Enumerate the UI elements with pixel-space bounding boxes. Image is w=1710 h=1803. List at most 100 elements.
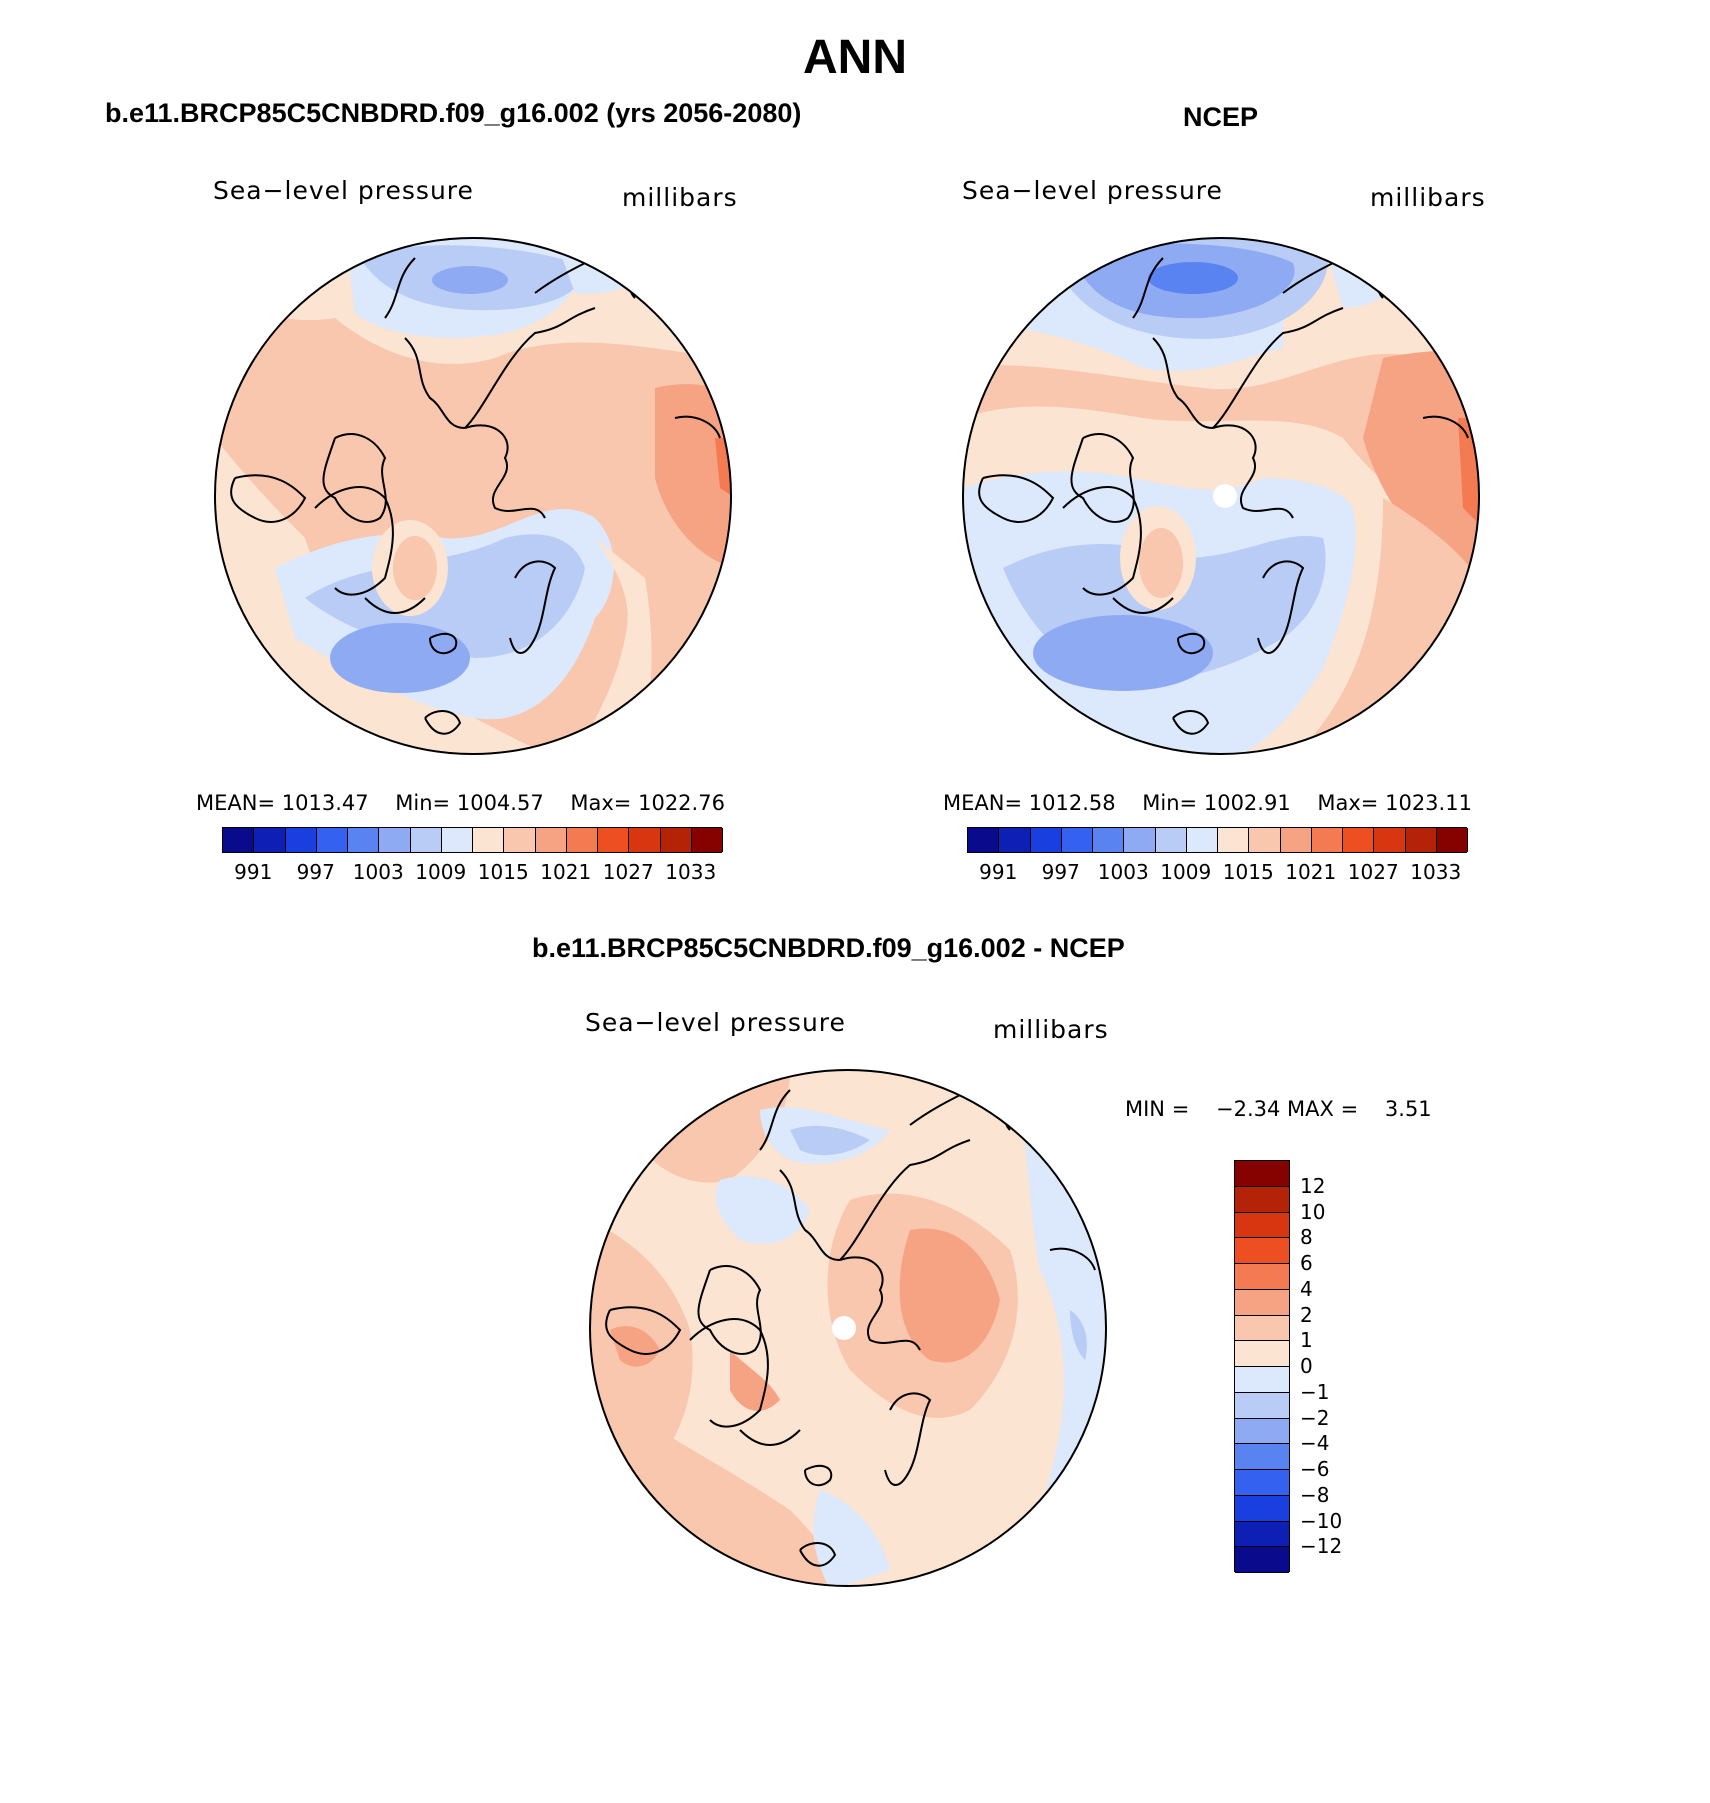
model-colorbar [222, 827, 723, 853]
obs-panel-title: NCEP [1183, 102, 1259, 132]
model-min-label: Min= [395, 791, 451, 815]
diff-stats: MIN = −2.34 MAX = 3.51 [1125, 1097, 1432, 1121]
diff-variable-label: Sea−level pressure [585, 1008, 846, 1037]
diff-colorbar-tick-label: 10 [1300, 1199, 1326, 1224]
model-colorbar-segment [285, 828, 317, 852]
diff-colorbar-segment [1235, 1341, 1289, 1367]
model-units-label: millibars [622, 183, 738, 212]
diff-map-border [589, 1069, 1107, 1587]
obs-colorbar-tick-label: 1003 [1097, 860, 1149, 884]
diff-min-value: −2.34 [1216, 1097, 1281, 1121]
obs-mean-label: MEAN= [943, 791, 1023, 815]
model-colorbar-tick-label: 1021 [540, 860, 592, 884]
model-colorbar-segment [348, 828, 380, 852]
diff-max-label: MAX = [1287, 1097, 1359, 1121]
model-colorbar-segment [691, 828, 723, 852]
diff-colorbar-tick-label: 2 [1300, 1302, 1313, 1327]
diff-units-label: millibars [993, 1015, 1109, 1044]
model-colorbar-tick-label: 991 [234, 860, 273, 884]
model-colorbar-tick-label: 1027 [602, 860, 654, 884]
model-colorbar-segment [629, 828, 661, 852]
obs-colorbar-tick-label: 1021 [1285, 860, 1337, 884]
diff-colorbar-tick-label: −6 [1300, 1457, 1330, 1481]
model-min-value: 1004.57 [456, 791, 544, 815]
obs-mean-value: 1012.58 [1028, 791, 1116, 815]
model-colorbar-tick-label: 1015 [477, 860, 529, 884]
diff-colorbar-tick-label: 8 [1300, 1225, 1313, 1250]
obs-variable-label: Sea−level pressure [962, 176, 1223, 205]
diff-colorbar-tick-label: −10 [1300, 1508, 1343, 1533]
diff-colorbar-tick-label: 12 [1300, 1173, 1326, 1198]
obs-colorbar-segment [968, 828, 1000, 852]
diff-colorbar-segment [1235, 1289, 1289, 1316]
obs-colorbar-segment [1374, 828, 1406, 852]
obs-colorbar-tick-label: 997 [1041, 860, 1080, 884]
obs-colorbar-tick-label: 1027 [1347, 860, 1399, 884]
obs-colorbar-segment [1280, 828, 1312, 852]
diff-colorbar-tick-label: 1 [1300, 1328, 1313, 1353]
diff-max-value: 3.51 [1384, 1097, 1432, 1121]
model-max-label: Max= [570, 791, 632, 815]
model-colorbar-tick-label: 997 [296, 860, 335, 884]
diff-colorbar-segment [1235, 1238, 1289, 1264]
model-variable-label: Sea−level pressure [213, 176, 474, 205]
model-colorbar-segment [441, 828, 473, 852]
obs-max-label: Max= [1317, 791, 1379, 815]
model-colorbar-segment [254, 828, 286, 852]
model-colorbar-tick-label: 1003 [352, 860, 404, 884]
model-colorbar-tick-label: 1009 [415, 860, 467, 884]
diff-colorbar [1234, 1160, 1290, 1573]
diff-colorbar-tick-label: −12 [1300, 1534, 1343, 1559]
obs-colorbar-segment [999, 828, 1031, 852]
obs-colorbar-ticks: 991 997 1003 1009 1015 1021 1027 1033 [967, 860, 1467, 886]
obs-coastlines [978, 257, 1469, 735]
obs-colorbar-segment [1093, 828, 1125, 852]
model-colorbar-segment [410, 828, 442, 852]
obs-colorbar-tick-label: 1015 [1222, 860, 1274, 884]
model-colorbar-segment [223, 828, 255, 852]
diff-missing-pole [832, 1316, 856, 1340]
diff-polar-map [589, 1069, 1107, 1587]
diff-contour-field [590, 1070, 1106, 1586]
model-colorbar-tick-label: 1033 [665, 860, 717, 884]
model-colorbar-segment [660, 828, 692, 852]
obs-colorbar-segment [1436, 828, 1468, 852]
model-mean-value: 1013.47 [281, 791, 369, 815]
model-max-value: 1022.76 [638, 791, 725, 815]
obs-colorbar-segment [1311, 828, 1343, 852]
diff-min-label: MIN = [1125, 1097, 1190, 1121]
model-map-border [214, 237, 732, 755]
diff-colorbar-ticks: 12 10 8 6 4 2 1 0 −1 −2 −4 −6 −8 −10 −12 [1300, 1160, 1380, 1572]
diff-colorbar-segment [1235, 1495, 1289, 1522]
obs-map-border [962, 237, 1480, 755]
obs-colorbar-segment [1030, 828, 1062, 852]
model-colorbar-ticks: 991 997 1003 1009 1015 1021 1027 1033 [222, 860, 722, 886]
diff-colorbar-segment [1235, 1444, 1289, 1470]
diff-colorbar-segment [1235, 1521, 1289, 1548]
obs-colorbar-tick-label: 1009 [1160, 860, 1212, 884]
obs-missing-pole [1213, 484, 1237, 508]
model-colorbar-segment [504, 828, 536, 852]
diff-panel-title: b.e11.BRCP85C5CNBDRD.f09_g16.002 - NCEP [532, 933, 1125, 963]
diff-colorbar-tick-label: −8 [1300, 1482, 1330, 1507]
model-polar-map [214, 237, 732, 755]
model-coastlines [230, 257, 721, 735]
model-colorbar-segment [535, 828, 567, 852]
obs-colorbar-segment [1218, 828, 1250, 852]
obs-polar-map [962, 237, 1480, 755]
obs-units-label: millibars [1370, 183, 1486, 212]
obs-contour-field [963, 238, 1479, 754]
diff-colorbar-tick-label: −2 [1300, 1405, 1330, 1430]
diff-colorbar-tick-label: 6 [1300, 1251, 1313, 1275]
diff-colorbar-tick-label: 4 [1300, 1276, 1313, 1301]
model-colorbar-segment [316, 828, 348, 852]
model-mean-label: MEAN= [196, 791, 276, 815]
obs-stats: MEAN= 1012.58 Min= 1002.91 Max= 1023.11 [943, 791, 1472, 815]
model-panel-title: b.e11.BRCP85C5CNBDRD.f09_g16.002 (yrs 20… [105, 98, 802, 128]
diff-colorbar-segment [1235, 1315, 1289, 1342]
diff-colorbar-segment [1235, 1212, 1289, 1239]
obs-colorbar-segment [1249, 828, 1281, 852]
main-title: ANN [803, 31, 907, 84]
diff-colorbar-segment [1235, 1367, 1289, 1393]
model-stats: MEAN= 1013.47 Min= 1004.57 Max= 1022.76 [196, 791, 725, 815]
